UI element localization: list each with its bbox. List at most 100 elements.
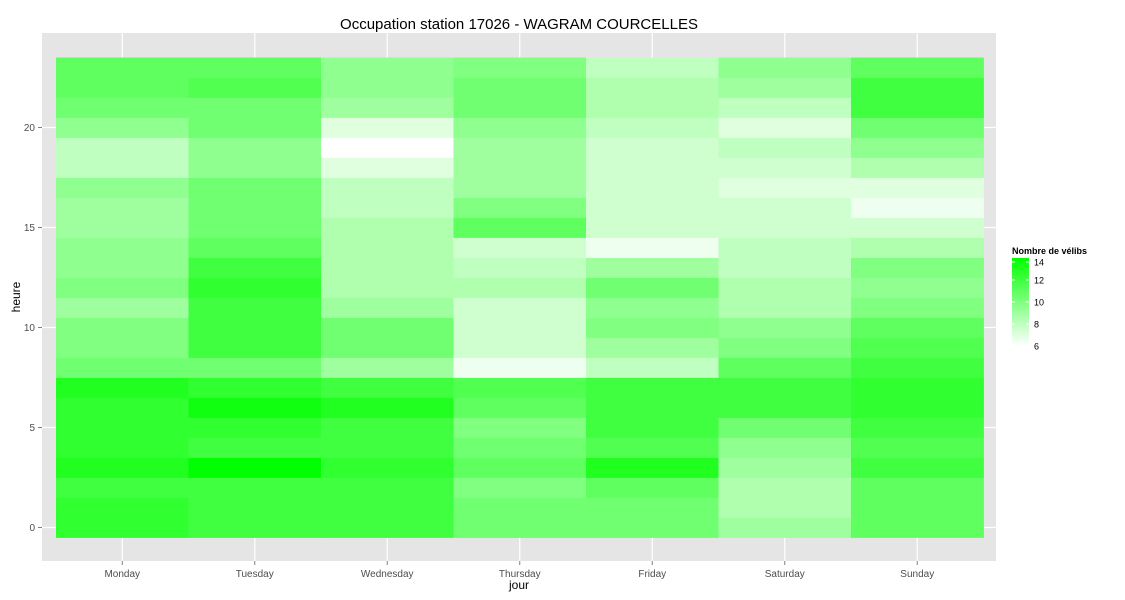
- heatmap-cell: [453, 497, 587, 518]
- heatmap-cell: [586, 317, 719, 338]
- heatmap-cell: [453, 137, 587, 158]
- heatmap-cell: [56, 277, 189, 298]
- heatmap-cell: [586, 437, 719, 458]
- heatmap-cell: [56, 317, 189, 338]
- heatmap-cell: [851, 77, 984, 98]
- x-tick-label: Sunday: [900, 569, 934, 580]
- y-axis-title: heure: [9, 281, 23, 312]
- heatmap-cell: [453, 457, 587, 478]
- heatmap-cell: [586, 497, 719, 518]
- heatmap-cell: [321, 197, 454, 218]
- legend: Nombre de vélibs 14 12 10 8 6: [1012, 246, 1087, 352]
- heatmap-cell: [56, 97, 189, 118]
- heatmap-cell: [851, 497, 984, 518]
- heatmap-cell: [56, 357, 189, 378]
- heatmap-cell: [586, 357, 719, 378]
- heatmap-cell: [453, 257, 587, 278]
- chart-title: Occupation station 17026 - WAGRAM COURCE…: [340, 16, 698, 33]
- legend-title: Nombre de vélibs: [1012, 246, 1087, 256]
- heatmap-cell: [453, 317, 587, 338]
- heatmap-cell: [321, 297, 454, 318]
- heatmap-cell: [851, 57, 984, 78]
- heatmap-cell: [188, 497, 322, 518]
- heatmap-cell: [851, 97, 984, 118]
- heatmap-cell: [188, 197, 322, 218]
- heatmap-cell: [321, 277, 454, 298]
- heatmap-cell: [718, 377, 852, 398]
- heatmap-cell: [851, 337, 984, 358]
- heatmap-cell: [851, 257, 984, 278]
- heatmap-cell: [188, 317, 322, 338]
- heatmap-cell: [851, 277, 984, 298]
- x-axis: Monday Tuesday Wednesday Thursday Friday Satu…: [104, 561, 934, 580]
- heatmap-cell: [56, 57, 189, 78]
- heatmap-cell: [586, 377, 719, 398]
- legend-tick-label: 8: [1034, 320, 1039, 330]
- heatmap-cells: [56, 57, 984, 538]
- heatmap-cell: [453, 57, 587, 78]
- heatmap-cell: [453, 417, 587, 438]
- heatmap-cell: [453, 297, 587, 318]
- y-tick-label: 15: [24, 223, 36, 234]
- heatmap-cell: [718, 417, 852, 438]
- y-tick-label: 0: [29, 523, 35, 534]
- heatmap-cell: [56, 237, 189, 258]
- heatmap-cell: [188, 457, 322, 478]
- heatmap-cell: [188, 357, 322, 378]
- heatmap-cell: [851, 377, 984, 398]
- x-tick-label: Saturday: [765, 569, 805, 580]
- legend-tick-label: 14: [1034, 258, 1044, 268]
- heatmap-cell: [851, 317, 984, 338]
- heatmap-cell: [321, 357, 454, 378]
- heatmap-cell: [718, 337, 852, 358]
- heatmap-cell: [718, 97, 852, 118]
- heatmap-cell: [718, 517, 852, 538]
- heatmap-cell: [188, 477, 322, 498]
- heatmap-cell: [851, 457, 984, 478]
- heatmap-cell: [718, 157, 852, 178]
- heatmap-cell: [586, 137, 719, 158]
- legend-colorbar: [1012, 258, 1029, 346]
- heatmap-cell: [851, 437, 984, 458]
- heatmap-cell: [718, 317, 852, 338]
- heatmap-cell: [188, 397, 322, 418]
- heatmap-cell: [188, 57, 322, 78]
- heatmap-cell: [453, 97, 587, 118]
- x-tick-label: Wednesday: [361, 569, 414, 580]
- heatmap-cell: [188, 517, 322, 538]
- heatmap-cell: [453, 277, 587, 298]
- heatmap-cell: [56, 217, 189, 238]
- heatmap-cell: [718, 117, 852, 138]
- heatmap-cell: [453, 357, 587, 378]
- heatmap-cell: [718, 457, 852, 478]
- heatmap-cell: [453, 217, 587, 238]
- heatmap-cell: [188, 77, 322, 98]
- legend-ticks: 14 12 10 8 6: [1012, 258, 1044, 352]
- heatmap-cell: [718, 237, 852, 258]
- heatmap-cell: [321, 137, 454, 158]
- heatmap-cell: [188, 337, 322, 358]
- heatmap-cell: [718, 397, 852, 418]
- heatmap-cell: [851, 137, 984, 158]
- y-axis: 0 5 10 15 20: [24, 123, 42, 534]
- heatmap-cell: [851, 237, 984, 258]
- heatmap-cell: [188, 277, 322, 298]
- heatmap-cell: [586, 517, 719, 538]
- heatmap-cell: [453, 437, 587, 458]
- x-tick-label: Friday: [638, 569, 666, 580]
- heatmap-cell: [851, 397, 984, 418]
- heatmap-cell: [586, 257, 719, 278]
- heatmap-cell: [188, 177, 322, 198]
- heatmap-cell: [321, 397, 454, 418]
- legend-tick-label: 10: [1034, 298, 1044, 308]
- heatmap-cell: [188, 117, 322, 138]
- legend-tick-label: 12: [1034, 276, 1044, 286]
- x-tick-label: Tuesday: [236, 569, 274, 580]
- heatmap-cell: [56, 377, 189, 398]
- heatmap-cell: [321, 217, 454, 238]
- heatmap-cell: [718, 497, 852, 518]
- heatmap-cell: [453, 517, 587, 538]
- heatmap-cell: [586, 157, 719, 178]
- x-axis-title: jour: [508, 578, 529, 592]
